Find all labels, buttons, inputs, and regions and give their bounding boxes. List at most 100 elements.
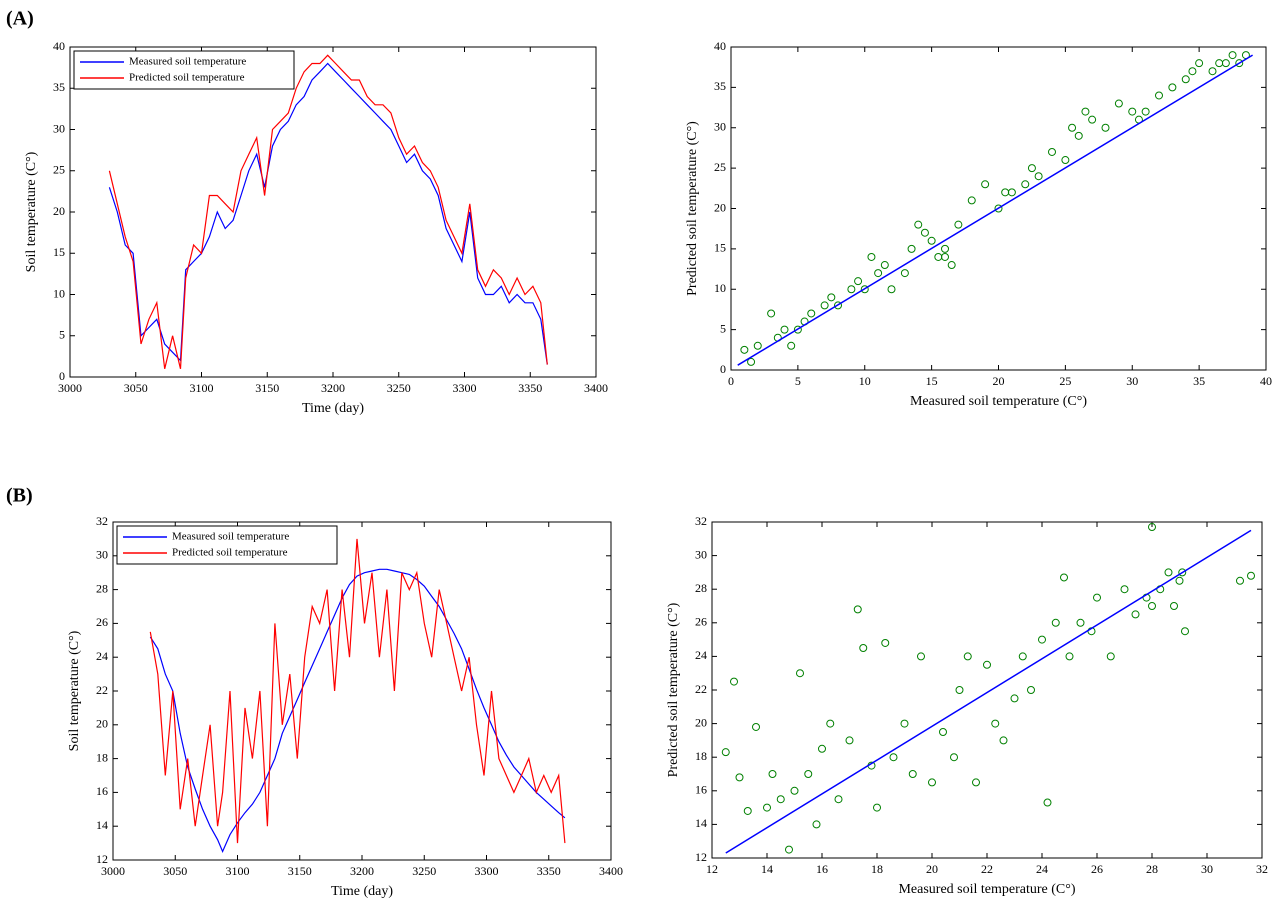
scatter-point [1148, 602, 1156, 610]
scatter-point [1164, 568, 1173, 577]
legend-label: Measured soil temperature [129, 56, 246, 68]
scatter-point [1120, 585, 1129, 594]
y-axis-label: Soil temperature (C°) [24, 151, 39, 272]
scatter-point [780, 325, 789, 334]
y-tick-label: 28 [695, 581, 707, 595]
y-tick-label: 18 [695, 749, 707, 763]
scatter-point [796, 669, 804, 678]
x-tick-label: 3300 [453, 381, 477, 395]
y-tick-label: 30 [714, 120, 726, 134]
scatter-point [1065, 652, 1074, 661]
x-tick-label: 15 [926, 374, 938, 388]
scatter-point [874, 269, 883, 278]
scatter-point [972, 778, 980, 787]
scatter-point [1068, 123, 1077, 132]
scatter-point [947, 261, 956, 270]
y-tick-label: 25 [53, 163, 65, 177]
x-tick-label: 3200 [321, 381, 345, 395]
x-tick-label: 3250 [412, 864, 436, 878]
scatter-point [1114, 99, 1123, 108]
scatter-point [941, 244, 949, 253]
scatter-point [955, 686, 964, 694]
scatter-point [747, 357, 756, 366]
scatter-point [743, 806, 752, 815]
scatter-point [1007, 188, 1016, 197]
x-tick-label: 3350 [537, 864, 561, 878]
scatter-point [963, 652, 972, 661]
fit-line [725, 529, 1252, 854]
scatter-point [776, 795, 785, 804]
y-tick-label: 32 [96, 514, 108, 528]
scatter-point [834, 301, 842, 310]
y-tick-label: 16 [96, 784, 108, 798]
scatter-point [793, 325, 802, 334]
y-tick-label: 35 [53, 80, 65, 94]
scatter-point [1236, 576, 1244, 585]
scatter-point [1181, 627, 1189, 636]
scatter-point [804, 770, 813, 778]
x-tick-label: 3050 [124, 381, 148, 395]
y-tick-label: 30 [695, 547, 707, 561]
scatter-point [752, 722, 760, 731]
scatter-point [820, 301, 829, 310]
scatter-point [1060, 573, 1068, 582]
scatter-point [927, 236, 936, 245]
scatter-point [1076, 618, 1085, 627]
chart: 3000 3050 3100 3150 3200 3250 3300 3350 3400 0 5 10… [24, 39, 608, 416]
y-tick-label: 14 [96, 818, 108, 832]
y-tick-label: 22 [96, 683, 108, 697]
scatter-point [1247, 571, 1255, 580]
y-tick-label: 12 [96, 852, 108, 866]
x-tick-label: 12 [706, 862, 718, 876]
x-tick-label: 3400 [599, 864, 623, 878]
scatter-point [939, 728, 947, 736]
scatter-point [1228, 51, 1237, 60]
scatter-point [981, 180, 990, 189]
x-tick-label: 3200 [350, 864, 374, 878]
scatter-point [954, 220, 963, 229]
legend-label: Predicted soil temperature [129, 72, 245, 84]
scatter-point [818, 744, 826, 753]
scatter-point [827, 293, 836, 302]
scatter-point [768, 770, 777, 778]
x-tick-label: 3400 [584, 381, 608, 395]
chart: 3000 3050 3100 3150 3200 3250 3300 3350 3400 12 14… [67, 514, 623, 899]
y-tick-label: 5 [59, 328, 65, 342]
x-tick-label: 5 [795, 374, 801, 388]
scatter-point [941, 252, 949, 261]
scatter-point [900, 269, 909, 278]
scatter-point [1010, 694, 1019, 703]
x-axis-label: Measured soil temperature (C°) [910, 394, 1087, 409]
scatter-point [1061, 156, 1070, 165]
y-tick-label: 35 [714, 79, 726, 93]
x-tick-label: 3050 [163, 864, 187, 878]
scatter-point [1235, 59, 1244, 68]
panel-label: (B) [6, 485, 33, 507]
y-tick-label: 10 [714, 281, 726, 295]
data-line [149, 538, 566, 844]
scatter-point [1168, 83, 1177, 92]
x-tick-label: 3150 [255, 381, 279, 395]
scatter-point [873, 803, 881, 812]
scatter-point [900, 719, 909, 728]
y-tick-label: 12 [695, 850, 707, 864]
scatter-point [826, 719, 835, 728]
scatter-point [1101, 123, 1110, 132]
y-tick-label: 20 [96, 717, 108, 731]
x-tick-label: 16 [816, 862, 828, 876]
scatter-point [983, 660, 991, 669]
y-axis-label: Predicted soil temperature (C°) [685, 121, 700, 296]
scatter-point [950, 753, 958, 762]
scatter-point [1148, 523, 1156, 532]
y-tick-label: 30 [96, 548, 108, 562]
scatter-point [1208, 67, 1217, 76]
scatter-point [790, 786, 799, 795]
x-tick-label: 3250 [387, 381, 411, 395]
scatter-point [967, 196, 976, 205]
scatter-point [763, 803, 771, 812]
x-tick-label: 18 [871, 862, 883, 876]
scatter-point [1195, 59, 1204, 68]
scatter-point [859, 644, 868, 652]
scatter-point [887, 285, 896, 294]
scatter-point [1021, 180, 1030, 189]
